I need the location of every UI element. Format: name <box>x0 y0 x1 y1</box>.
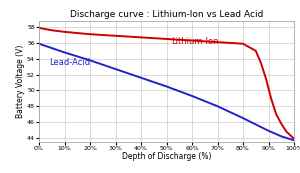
Text: Lithium-Ion: Lithium-Ion <box>172 37 219 46</box>
Y-axis label: Battery Voltage (V): Battery Voltage (V) <box>16 45 26 118</box>
X-axis label: Depth of Discharge (%): Depth of Discharge (%) <box>122 152 211 161</box>
Text: Lead-Acid: Lead-Acid <box>49 58 90 67</box>
Title: Discharge curve : Lithium-Ion vs Lead Acid: Discharge curve : Lithium-Ion vs Lead Ac… <box>70 10 263 19</box>
